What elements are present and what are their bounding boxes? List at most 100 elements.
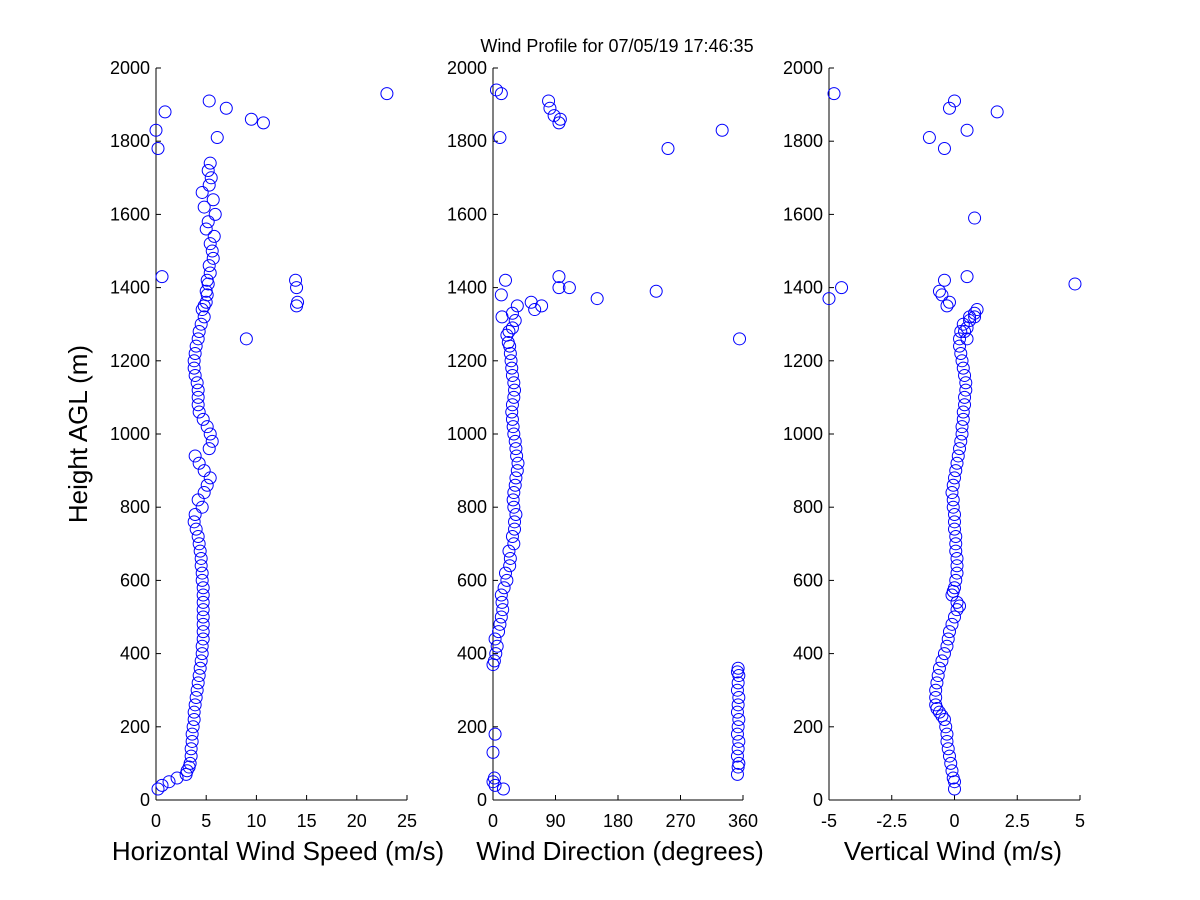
data-point [192,456,206,470]
data-point [188,449,202,463]
data-point [547,109,561,123]
data-point [940,727,954,741]
data-point [732,712,746,726]
data-point [946,493,960,507]
data-point [487,771,501,785]
data-point [948,94,961,108]
data-point [948,508,961,522]
data-point [940,734,954,748]
data-point [202,178,216,192]
data-point [968,306,982,320]
data-point [194,654,208,668]
data-point [945,486,959,500]
data-point [731,720,745,734]
data-point [505,306,519,320]
data-point [291,295,305,309]
data-point [553,112,567,126]
vertical-wind-panel: 0 200 400 600 800 1000 1200 1400 1600 1800 2000 -5 -… [783,58,1085,866]
y-tick-label: 2000 [783,58,823,78]
data-point [508,515,522,529]
data-point [205,244,219,258]
data-point [196,610,210,624]
data-point [958,398,972,412]
data-point [194,317,208,331]
data-point [196,625,210,639]
wind-speed-panel: 0 200 400 600 800 1000 1200 1400 1600 1800 2000 0 5 1… [63,58,444,866]
y-tick-label: 1000 [110,424,150,444]
data-point [219,101,233,115]
data-point [948,775,961,789]
x-tick-label: 360 [728,811,758,831]
data-point [508,522,522,536]
y-tick-label: 400 [793,644,823,664]
data-point [510,299,524,313]
data-point [956,361,970,375]
data-point [953,332,967,346]
data-point [196,617,210,631]
data-point [505,368,519,382]
data-point [503,346,517,360]
data-point [187,712,201,726]
data-point [950,566,964,580]
data-point [937,273,951,287]
x-tick-label: 5 [1075,811,1085,831]
data-point [497,581,511,595]
x-tick-label: -5 [821,811,837,831]
data-point [203,237,217,251]
y-tick-label: 2000 [447,58,487,78]
data-point [199,295,213,309]
data-point [197,486,211,500]
data-point [949,573,963,587]
y-tick-label: 0 [477,790,487,810]
data-point [197,464,211,478]
data-point [192,537,206,551]
y-tick-label: 200 [120,717,150,737]
data-point [931,669,945,683]
data-point [509,471,523,485]
data-point [206,193,220,207]
data-point [948,782,961,796]
data-point [244,112,258,126]
data-point [922,131,936,145]
data-point [185,734,199,748]
data-point [205,434,219,448]
x-axis-label: Vertical Wind (m/s) [844,836,1062,866]
data-point [509,442,523,456]
data-point [959,383,973,397]
data-point [192,325,206,339]
data-point [192,405,206,419]
data-point [170,771,184,785]
data-point [956,412,970,426]
data-point [194,551,208,565]
data-point [968,310,982,324]
data-point [505,321,519,335]
data-point [960,270,974,284]
data-point [505,398,519,412]
x-axis-label: Wind Direction (degrees) [476,836,764,866]
data-point [494,610,508,624]
data-point [730,767,744,781]
data-point [935,709,949,723]
y-tick-label: 200 [793,717,823,737]
data-point [192,669,206,683]
x-tick-label: 180 [603,811,633,831]
data-point [508,314,522,328]
data-point [496,603,510,617]
data-point [195,185,209,199]
data-point [932,284,946,298]
data-point [203,156,217,170]
data-point [946,500,960,514]
data-point [951,449,965,463]
x-tick-label: 0 [949,811,959,831]
data-point [960,123,974,137]
data-point [935,654,949,668]
data-point [158,105,172,119]
data-point [953,339,967,353]
data-point [948,515,961,529]
data-point [953,599,967,613]
data-point [822,292,836,306]
data-point [733,332,747,346]
y-tick-label: 1200 [110,351,150,371]
data-point [942,625,956,639]
data-point [731,698,745,712]
